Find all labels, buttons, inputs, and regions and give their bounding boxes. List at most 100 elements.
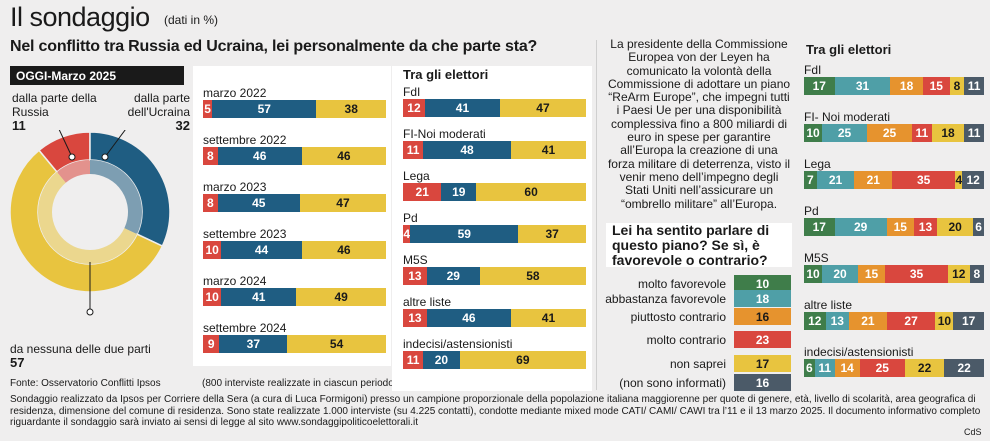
- voters-bar: 4 59 37: [403, 225, 586, 243]
- today-badge: OGGI-Marzo 2025: [10, 66, 184, 85]
- title-note: (dati in %): [164, 13, 219, 27]
- side-seg-5: 6: [973, 218, 984, 236]
- trend-row-label: marzo 2023: [203, 180, 267, 194]
- trend-note: (800 interviste realizzate in ciascun pe…: [202, 378, 400, 389]
- voters-seg-1: 48: [423, 141, 511, 159]
- voters-bar: 12 41 47: [403, 99, 586, 117]
- side-seg-0: 10: [804, 265, 822, 283]
- donut-slice-russia-inner: [56, 160, 90, 183]
- side-seg-2: 18: [890, 77, 923, 95]
- voters-bar: 13 46 41: [403, 309, 586, 327]
- trend-bar: 9 37 54: [203, 335, 386, 353]
- side-seg-0: 17: [804, 218, 835, 236]
- side-row: M5S 10 20 15 35 12 8: [804, 251, 984, 283]
- trend-row: settembre 2023 10 44 46: [203, 227, 386, 259]
- voters-seg-0: 13: [403, 309, 427, 327]
- voters-row-label: Pd: [403, 211, 418, 225]
- side-seg-1: 13: [825, 312, 849, 330]
- side-row: altre liste 12 13 21 27 10 17: [804, 298, 984, 330]
- ukraine-value: 32: [175, 118, 190, 133]
- side-row-label: M5S: [804, 251, 829, 265]
- side-seg-2: 14: [834, 359, 860, 377]
- trend-seg-1: 57: [212, 100, 317, 118]
- plan-row-label: molto favorevole: [637, 277, 726, 291]
- side-bar: 17 29 15 13 20 6: [804, 218, 984, 236]
- voters-row: FdI 12 41 47: [403, 85, 586, 117]
- voters-title: Tra gli elettori: [403, 67, 489, 82]
- voters-row-label: altre liste: [403, 295, 452, 309]
- trend-bar: 5 57 38: [203, 100, 386, 118]
- trend-seg-0: 5: [203, 100, 213, 118]
- plan-row-value: 10: [734, 275, 791, 292]
- voters-seg-2: 60: [476, 183, 586, 201]
- side-seg-1: 29: [834, 218, 887, 236]
- plan-row: molto favorevole 10: [606, 275, 792, 293]
- voters-seg-2: 41: [510, 141, 586, 159]
- trend-seg-2: 49: [296, 288, 386, 306]
- plan-row-label: molto contrario: [646, 333, 726, 347]
- voters-row: Pd 4 59 37: [403, 211, 586, 243]
- trend-seg-2: 38: [316, 100, 386, 118]
- side-row-label: altre liste: [804, 298, 853, 312]
- ukraine-label-text: dalla parte dell'Ucraina: [127, 91, 190, 119]
- side-seg-2: 15: [886, 218, 914, 236]
- voters-seg-0: 11: [403, 141, 424, 159]
- side-seg-1: 11: [814, 359, 835, 377]
- trend-row: settembre 2024 9 37 54: [203, 321, 386, 353]
- trend-bar: 10 41 49: [203, 288, 386, 306]
- plan-row: (non sono informati) 16: [606, 374, 792, 392]
- plan-row-value: 16: [734, 308, 791, 325]
- russia-label: dalla parte della Russia 11: [12, 91, 102, 133]
- side-seg-5: 11: [964, 77, 984, 95]
- voters-seg-2: 37: [518, 225, 586, 243]
- side-seg-4: 4: [955, 171, 963, 189]
- side-seg-3: 25: [859, 359, 905, 377]
- voters-seg-0: 21: [403, 183, 442, 201]
- side-bar: 10 20 15 35 12 8: [804, 265, 984, 283]
- plan-row-value: 23: [734, 331, 791, 348]
- trend-row: settembre 2022 8 46 46: [203, 133, 386, 165]
- trend-seg-0: 8: [203, 194, 218, 212]
- voters-row: indecisi/astensionisti 11 20 69: [403, 337, 586, 369]
- news-text: La presidente della Commissione Europea …: [607, 37, 791, 211]
- side-seg-4: 10: [935, 312, 954, 330]
- donut-chart: [10, 130, 171, 316]
- plan-row: non saprei 17: [606, 355, 792, 373]
- voters-seg-1: 19: [441, 183, 477, 201]
- voters-row-label: FdI: [403, 85, 421, 99]
- side-seg-3: 27: [886, 312, 936, 330]
- divider: [596, 40, 597, 390]
- voters-bar: 13 29 58: [403, 267, 586, 285]
- plan-row: abbastanza favorevole 18: [605, 290, 792, 308]
- voters-seg-0: 4: [403, 225, 411, 243]
- voters-seg-1: 20: [423, 351, 460, 369]
- plan-row-label: (non sono informati): [619, 376, 726, 390]
- side-row: FdI 17 31 18 15 8 11: [804, 63, 984, 95]
- side-bar: 7 21 21 35 4 12: [804, 171, 984, 189]
- trend-seg-2: 46: [301, 147, 386, 165]
- trend-seg-0: 10: [203, 241, 222, 259]
- neither-leader-dot: [86, 308, 94, 316]
- voters-seg-0: 12: [403, 99, 425, 117]
- side-seg-0: 12: [804, 312, 826, 330]
- voters-row: FI-Noi moderati 11 48 41: [403, 127, 586, 159]
- trend-bar: 10 44 46: [203, 241, 386, 259]
- side-seg-3: 15: [922, 77, 950, 95]
- side-seg-1: 20: [822, 265, 858, 283]
- voters-seg-2: 69: [459, 351, 586, 369]
- plan-row-value: 17: [734, 355, 791, 372]
- trend-seg-2: 54: [287, 335, 386, 353]
- source-note: Fonte: Osservatorio Conflitti Ipsos: [10, 378, 161, 389]
- side-seg-4: 12: [948, 265, 970, 283]
- voters-bar: 11 48 41: [403, 141, 586, 159]
- credit: CdS: [964, 427, 982, 437]
- voters-seg-2: 58: [479, 267, 586, 285]
- side-bar: 12 13 21 27 10 17: [804, 312, 984, 330]
- side-row: FI- Noi moderati 10 25 25 11 18 11: [804, 110, 984, 142]
- side-seg-3: 35: [892, 171, 956, 189]
- side-seg-5: 8: [969, 265, 984, 283]
- neither-label: da nessuna delle due parti 57: [10, 342, 190, 370]
- side-seg-5: 17: [953, 312, 984, 330]
- trend-seg-2: 46: [301, 241, 386, 259]
- russia-label-text: dalla parte della Russia: [12, 91, 97, 119]
